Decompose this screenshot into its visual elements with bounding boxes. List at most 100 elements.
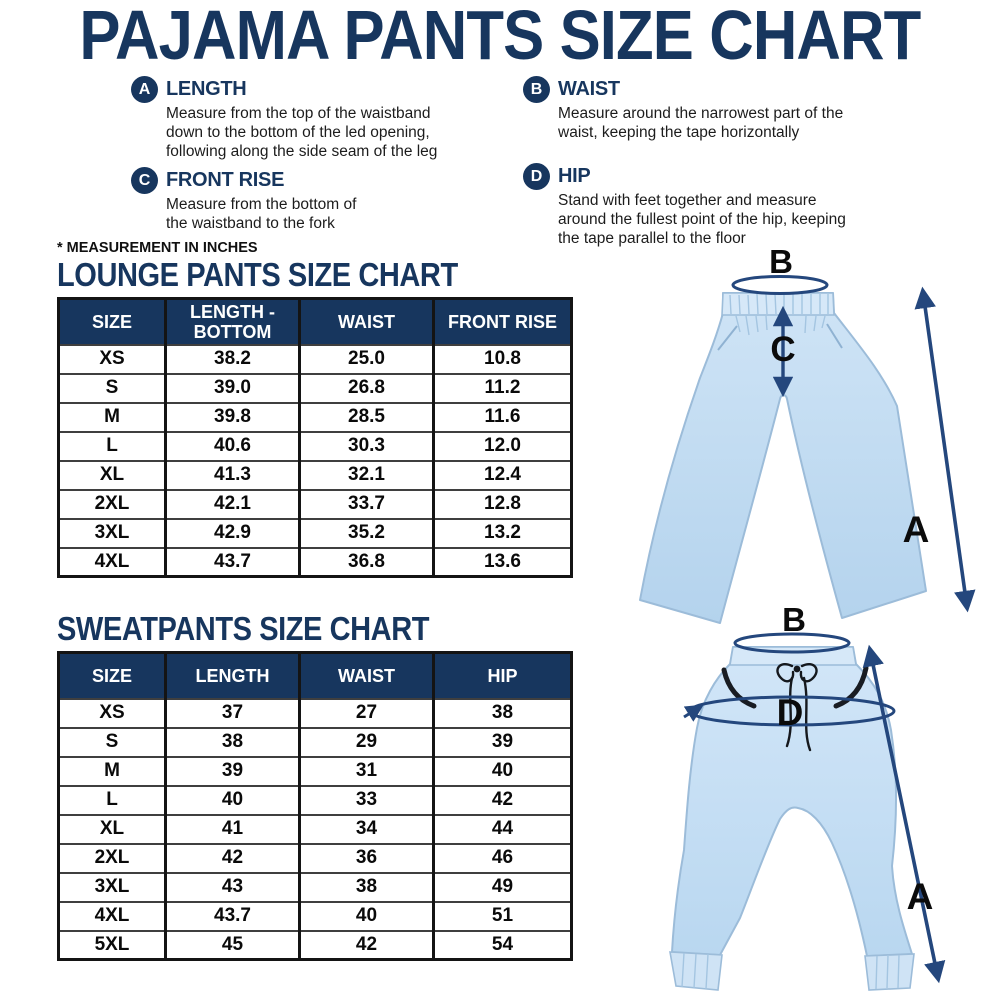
value-cell: 43.7: [164, 546, 301, 578]
size-cell: M: [57, 401, 167, 433]
value-cell: 37: [164, 697, 301, 729]
column-header: HIP: [432, 652, 573, 699]
sweatpants-table-title: SWEATPANTS SIZE CHART: [57, 610, 430, 647]
size-cell: M: [57, 755, 167, 787]
cuff-right: [864, 953, 915, 991]
value-cell: 46: [432, 842, 573, 874]
definition-description: Stand with feet together and measure aro…: [558, 192, 846, 247]
column-header: WAIST: [298, 298, 435, 345]
length-arrow: [862, 644, 946, 984]
value-cell: 42.9: [164, 517, 301, 549]
definition-description: Measure from the bottom of the waistband…: [166, 196, 357, 232]
value-cell: 12.0: [432, 430, 573, 462]
table-row: 2XL 42.1 33.7 12.8: [57, 488, 573, 520]
waistband-gathers: [729, 293, 829, 336]
value-cell: 13.2: [432, 517, 573, 549]
waist-label: B: [782, 601, 806, 638]
table-row: 4XL 43.7 40 51: [57, 900, 573, 932]
value-cell: 30.3: [298, 430, 435, 462]
size-cell: S: [57, 726, 167, 758]
value-cell: 13.6: [432, 546, 573, 578]
drawstring-icon: [776, 663, 818, 752]
table-row: 3XL 43 38 49: [57, 871, 573, 903]
value-cell: 36.8: [298, 546, 435, 578]
value-cell: 43.7: [164, 900, 301, 932]
size-cell: L: [57, 784, 167, 816]
definition-term: HIP: [558, 165, 591, 187]
column-header: LENGTH - BOTTOM: [164, 298, 301, 345]
hip-label: D: [777, 692, 804, 733]
value-cell: 10.8: [432, 343, 573, 375]
value-cell: 28.5: [298, 401, 435, 433]
value-cell: 38.2: [164, 343, 301, 375]
table-row: XL 41 34 44: [57, 813, 573, 845]
value-cell: 42: [298, 929, 435, 961]
table-header-row: SIZE LENGTH - BOTTOM WAIST FRONT RISE: [57, 298, 573, 345]
lounge-pants-drawing: [639, 292, 927, 624]
length-arrow: [914, 286, 976, 613]
badge-c-icon: C: [131, 167, 158, 194]
value-cell: 39: [164, 755, 301, 787]
value-cell: 40: [298, 900, 435, 932]
table-row: L 40 33 42: [57, 784, 573, 816]
size-cell: XL: [57, 459, 167, 491]
value-cell: 38: [164, 726, 301, 758]
lounge-pants-illustration: B C A: [639, 243, 976, 624]
size-cell: XS: [57, 697, 167, 729]
badge-d-icon: D: [523, 163, 550, 190]
front-rise-label: C: [770, 330, 795, 369]
definition-description: Measure from the top of the waistband do…: [166, 105, 438, 160]
column-header: SIZE: [57, 298, 167, 345]
column-header: WAIST: [298, 652, 435, 699]
table-row: 2XL 42 36 46: [57, 842, 573, 874]
definition-hip: D HIP Stand with feet together and measu…: [523, 163, 858, 248]
value-cell: 25.0: [298, 343, 435, 375]
table-header-row: SIZE LENGTH WAIST HIP: [57, 652, 573, 699]
column-header: FRONT RISE: [432, 298, 573, 345]
size-cell: XS: [57, 343, 167, 375]
value-cell: 39.0: [164, 372, 301, 404]
table-row: 5XL 45 42 54: [57, 929, 573, 961]
value-cell: 26.8: [298, 372, 435, 404]
value-cell: 36: [298, 842, 435, 874]
value-cell: 32.1: [298, 459, 435, 491]
waist-measure-ellipse: [731, 275, 829, 295]
size-cell: 3XL: [57, 517, 167, 549]
badge-b-icon: B: [523, 76, 550, 103]
definition-term: LENGTH: [166, 78, 247, 100]
size-cell: 2XL: [57, 842, 167, 874]
value-cell: 54: [432, 929, 573, 961]
value-cell: 29: [298, 726, 435, 758]
waist-measure-ellipse: [733, 632, 851, 654]
length-label: A: [907, 876, 934, 917]
size-cell: 5XL: [57, 929, 167, 961]
definition-description: Measure around the narrowest part of the…: [558, 105, 844, 141]
value-cell: 44: [432, 813, 573, 845]
size-cell: S: [57, 372, 167, 404]
value-cell: 49: [432, 871, 573, 903]
value-cell: 42: [164, 842, 301, 874]
table-row: XS 38.2 25.0 10.8: [57, 343, 573, 375]
value-cell: 43: [164, 871, 301, 903]
lounge-size-table: SIZE LENGTH - BOTTOM WAIST FRONT RISE XS 38.…: [57, 297, 573, 578]
definition-term: WAIST: [558, 78, 620, 100]
value-cell: 41: [164, 813, 301, 845]
table-row: 4XL 43.7 36.8 13.6: [57, 546, 573, 578]
table-row: XL 41.3 32.1 12.4: [57, 459, 573, 491]
value-cell: 42.1: [164, 488, 301, 520]
column-header: SIZE: [57, 652, 167, 699]
value-cell: 12.8: [432, 488, 573, 520]
value-cell: 51: [432, 900, 573, 932]
hip-arrowhead: [683, 704, 704, 722]
table-row: S 39.0 26.8 11.2: [57, 372, 573, 404]
table-row: S 38 29 39: [57, 726, 573, 758]
size-cell: 2XL: [57, 488, 167, 520]
measurement-note: * MEASUREMENT IN INCHES: [57, 240, 258, 256]
value-cell: 45: [164, 929, 301, 961]
pocket-seams: [717, 323, 843, 351]
value-cell: 11.2: [432, 372, 573, 404]
value-cell: 40: [432, 755, 573, 787]
value-cell: 33: [298, 784, 435, 816]
value-cell: 12.4: [432, 459, 573, 491]
